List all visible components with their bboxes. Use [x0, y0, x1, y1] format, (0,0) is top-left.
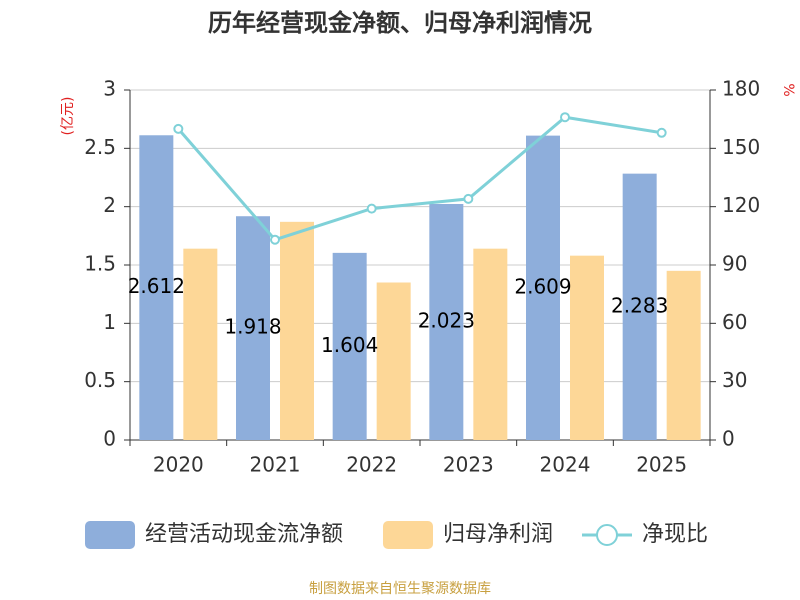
legend-swatch	[85, 521, 135, 549]
chart-title: 历年经营现金净额、归母净利润情况	[208, 9, 592, 37]
y-axis-label: (亿元)	[60, 97, 76, 136]
data-label: 2.283	[611, 293, 668, 317]
y2-tick-label: 180	[722, 77, 760, 101]
bar	[666, 270, 701, 440]
data-label: 1.604	[321, 333, 378, 357]
y2-tick-label: 150	[722, 135, 760, 159]
bar	[429, 203, 464, 440]
bar	[139, 135, 174, 440]
legend-label: 归母净利润	[443, 522, 553, 547]
data-label: 2.612	[128, 274, 185, 298]
data-label: 1.918	[224, 315, 281, 339]
x-tick-label: 2025	[636, 453, 687, 477]
data-label: 2.023	[418, 308, 475, 332]
y-tick-label: 3	[103, 77, 116, 101]
y2-tick-label: 0	[722, 427, 735, 451]
x-tick-label: 2020	[153, 453, 204, 477]
data-label: 2.609	[514, 274, 571, 298]
bar	[376, 282, 411, 440]
y2-tick-label: 90	[722, 252, 747, 276]
legend-label: 净现比	[642, 522, 708, 547]
legend-label: 经营活动现金流净额	[145, 522, 343, 547]
line-point	[366, 203, 377, 214]
x-tick-label: 2024	[540, 453, 591, 477]
y2-tick-label: 120	[722, 193, 760, 217]
bar	[622, 173, 657, 440]
y2-axis-label: %	[780, 83, 796, 96]
line-point	[173, 123, 184, 134]
line	[177, 115, 662, 242]
legend-swatch	[596, 524, 618, 546]
line-point	[560, 112, 570, 123]
y-tick-label: 1.5	[84, 252, 116, 276]
x-tick-label: 2021	[250, 453, 301, 477]
x-tick-label: 2023	[443, 453, 494, 477]
y-tick-label: 1	[103, 310, 116, 334]
y2-tick-label: 60	[722, 310, 747, 334]
bar	[183, 248, 218, 440]
source-note: 制图数据来自恒生聚源数据库	[309, 581, 491, 597]
legend-swatch	[383, 521, 433, 549]
y2-tick-label: 30	[722, 368, 747, 392]
y-tick-label: 2.5	[84, 135, 116, 159]
bar	[236, 216, 270, 440]
bar	[280, 221, 314, 440]
bar	[473, 248, 508, 440]
x-tick-label: 2022	[346, 453, 397, 477]
line-point	[463, 193, 474, 204]
y-tick-label: 0.5	[84, 368, 116, 392]
bar	[526, 135, 560, 440]
line-point	[656, 127, 667, 138]
bar	[332, 252, 367, 440]
y-tick-label: 0	[103, 427, 116, 451]
bar	[570, 255, 604, 440]
line-point	[270, 234, 280, 245]
y-tick-label: 2	[103, 193, 116, 217]
